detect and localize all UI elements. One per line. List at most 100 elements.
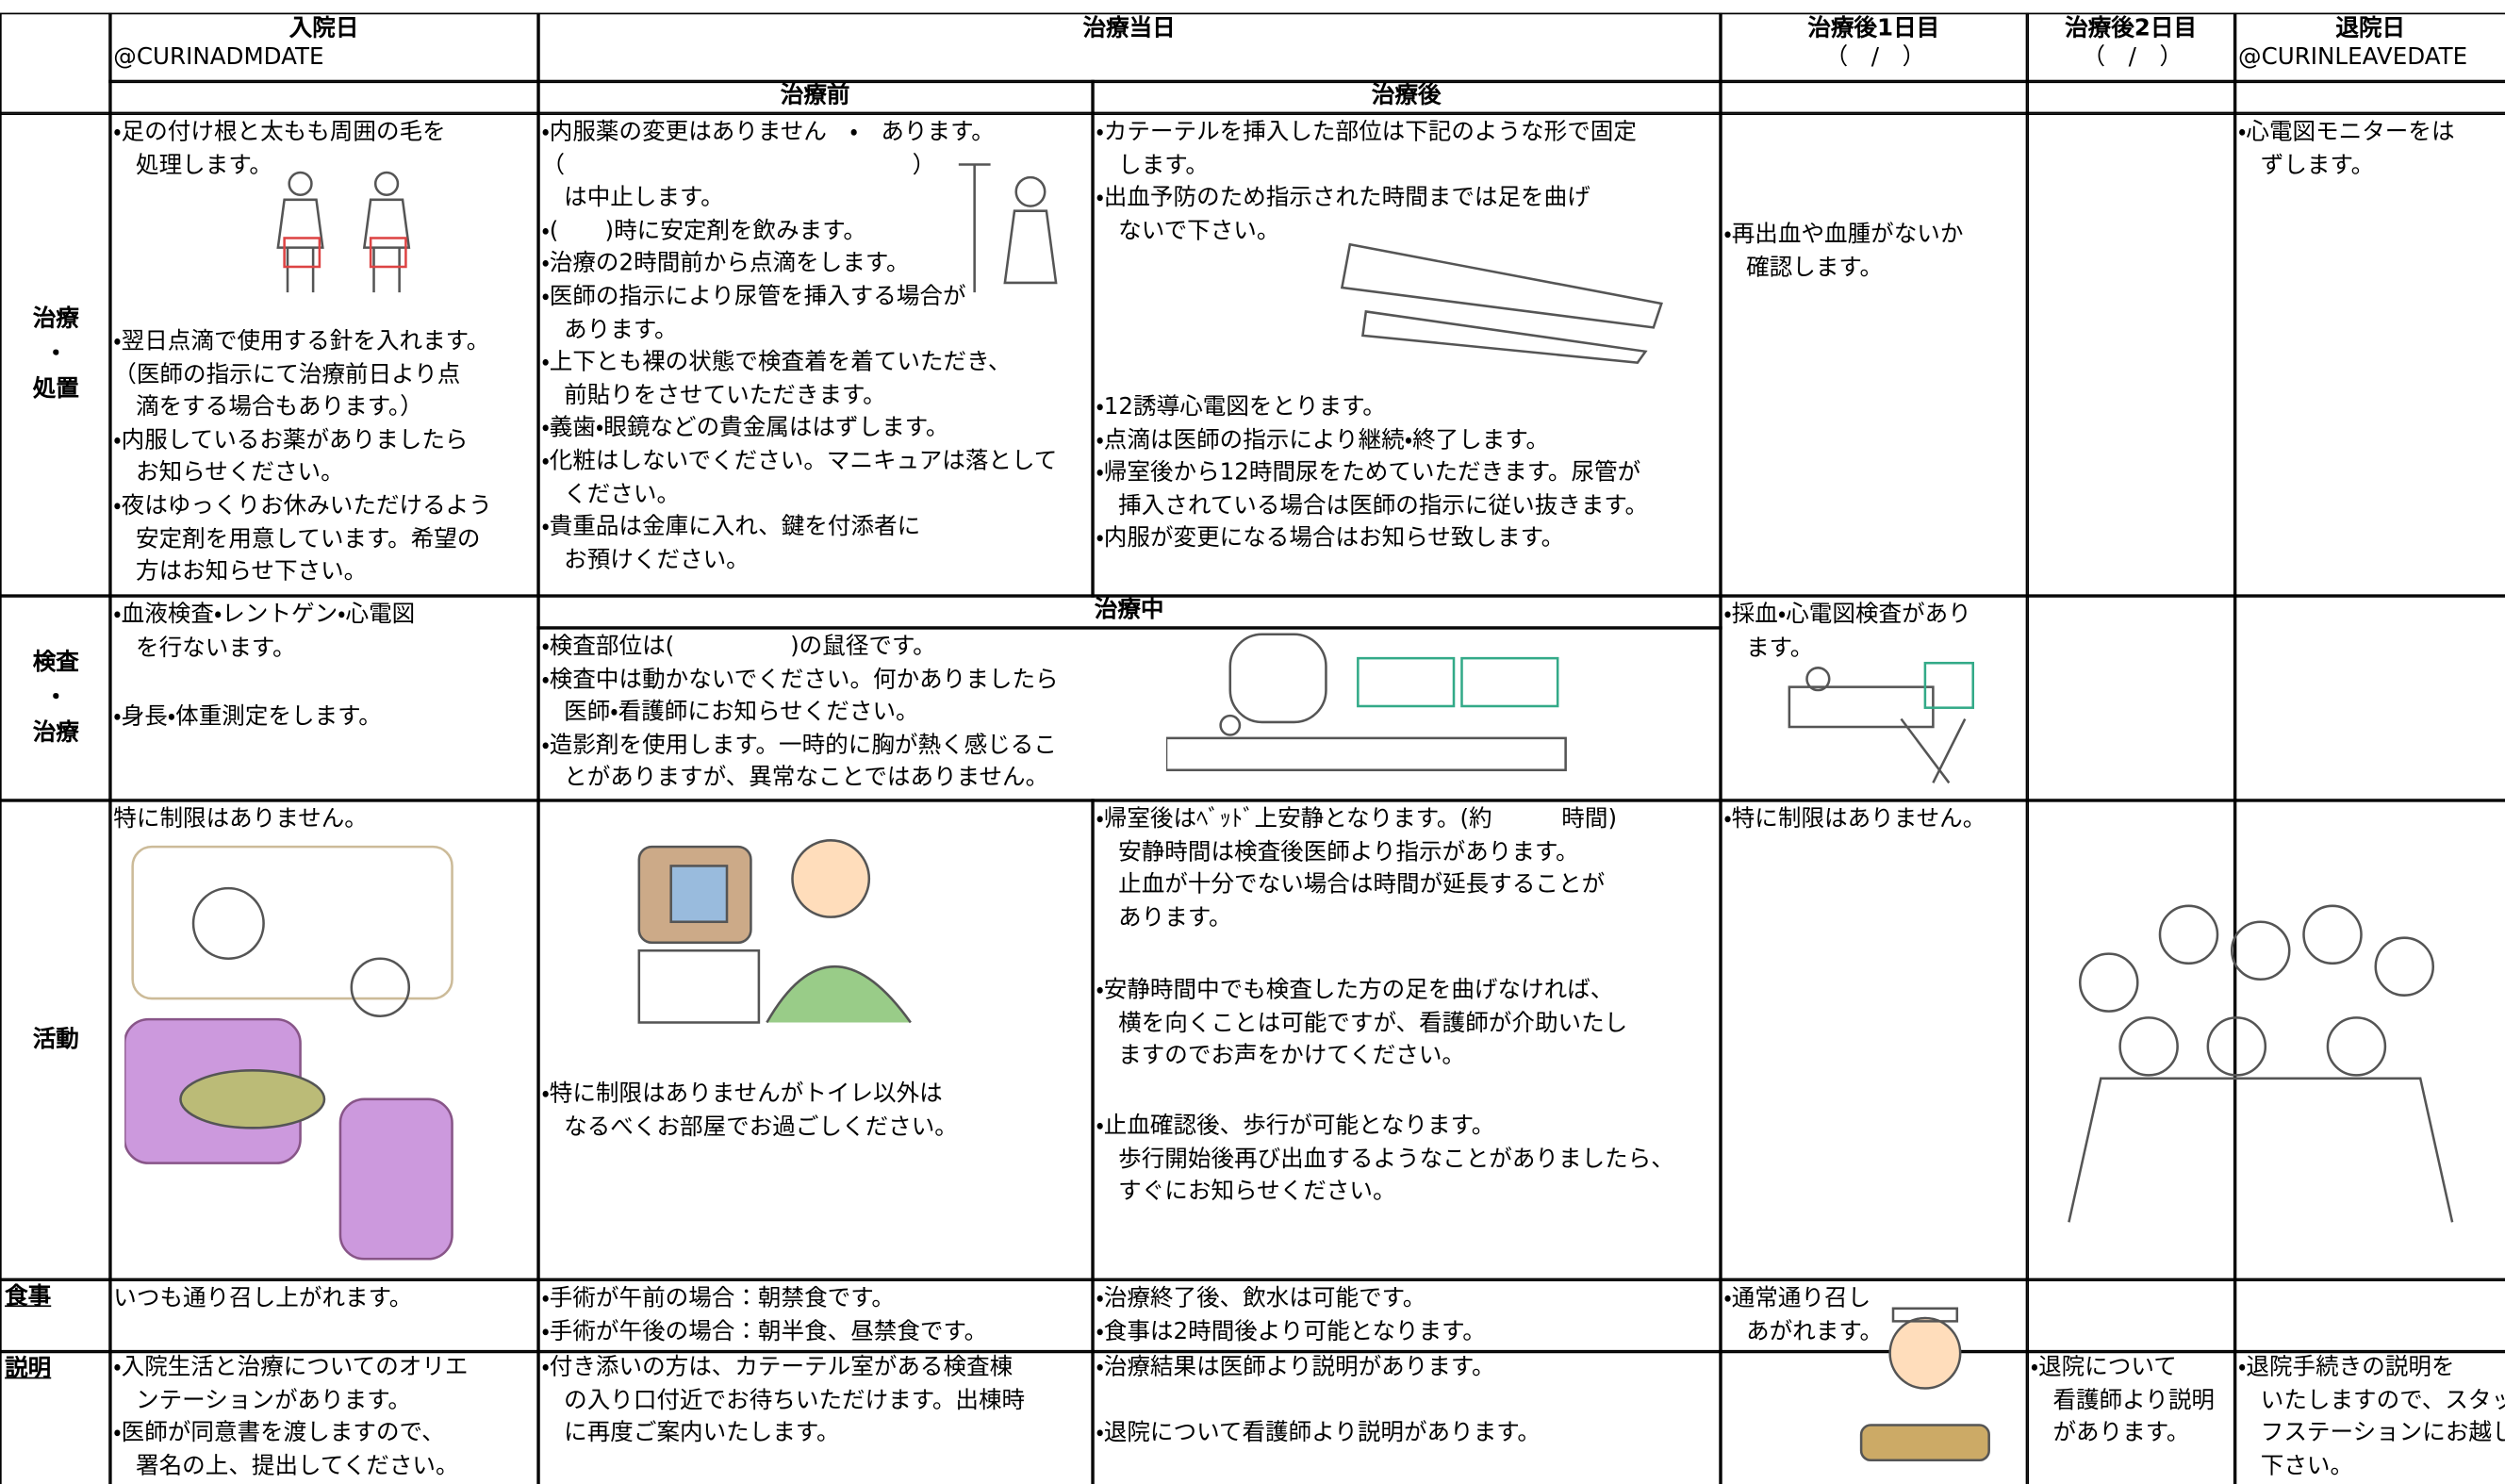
- text-line: なるべくお部屋でお過ごしください。: [564, 1114, 958, 1141]
- text-line: 処理します。: [136, 152, 273, 179]
- row-label-line: 食事: [5, 1284, 52, 1311]
- content-cell: ・治療結果は医師より説明があります。・退院について看護師より説明があります。: [1091, 1349, 1722, 1484]
- paragraph: ・12誘導心電図をとります。 ・点滴は医師の指示により継続・終了します。 ・帰室後か…: [1096, 391, 1648, 555]
- text-line: 特に制限はありません。: [113, 806, 368, 833]
- text-line: ・医師の指示により尿管を挿入する場合が: [541, 284, 966, 310]
- content-cell: ・入院生活と治療についてのオリエ ンテーションがあります。 ・医師が同意書を渡します…: [108, 1349, 539, 1484]
- row-label-line: 検査: [32, 650, 79, 676]
- text-line: 確認します。: [1746, 255, 1884, 281]
- text-line: ・内服薬の変更はありません ・ あります。: [541, 120, 995, 146]
- text-line: ・内服しているお薬がありましたら: [113, 427, 469, 453]
- content-cell: ・採血・心電図検査があり ます。: [1719, 594, 2029, 801]
- header-title: 治療後1日目: [1807, 15, 1940, 42]
- text-line: ・退院手続きの説明を: [2238, 1354, 2455, 1381]
- text-line: フステーションにお越し: [2260, 1420, 2505, 1446]
- tv-patient-illustration: [637, 839, 912, 1024]
- header-cell: 入院日 @CURINADMDATE: [108, 12, 539, 83]
- content-cell: ・再出血や血腫がないか確認します。: [1719, 111, 2029, 597]
- paragraph: ・治療結果は医師より説明があります。: [1096, 1352, 1494, 1385]
- text-line: ・身長・体重測定をします。: [113, 704, 382, 731]
- text-line: ないで下さい。: [1118, 218, 1280, 244]
- text-line: ・貴重品は金庫に入れ、鍵を付添者に: [541, 514, 921, 540]
- header-title: 退院日: [2335, 15, 2406, 42]
- text-line: があります。: [2052, 1420, 2190, 1446]
- paragraph: ・止血確認後、歩行が可能となります。歩行開始後再び出血するようなことがありました…: [1096, 1111, 1673, 1210]
- text-line: ・再出血や血腫がないか: [1723, 222, 1964, 248]
- row-label-line: 処置: [32, 376, 79, 404]
- corner-cell: [0, 12, 111, 115]
- row-label-line: ・: [44, 341, 68, 368]
- text-line: ・通常通り召し: [1723, 1286, 1871, 1312]
- text-line: ・特に制限はありませんがトイレ以外は: [541, 1081, 943, 1108]
- paragraph: ・退院手続きの説明を いたしますので、スタッ フステーションにお越し 下さい。: [2238, 1352, 2505, 1484]
- row-label-line: ・: [44, 684, 68, 712]
- text-line: ・検査中は動かないでください。何かありましたら: [541, 667, 1059, 693]
- header-cell: [2233, 79, 2505, 115]
- text-line: いつも通り召し上がれます。: [113, 1286, 413, 1312]
- text-line: ・安静時間中でも検査した方の足を曲げなければ、: [1096, 978, 1614, 1004]
- text-line: ・夜はゆっくりお休みいただけるよう: [113, 493, 492, 519]
- text-line: 挿入されている場合は医師の指示に従い抜きます。: [1118, 493, 1649, 519]
- row-label: 説明: [2, 1352, 109, 1387]
- paragraph: ・通常通り召し あがれます。: [1723, 1283, 1883, 1349]
- text-line: お預けください。: [564, 547, 750, 573]
- text-line: 前貼りをさせていただきます。: [564, 383, 886, 409]
- content-cell: [2233, 799, 2505, 1281]
- paragraph: ・心電図モニターをは ずします。: [2238, 117, 2455, 183]
- paragraph: ・付き添いの方は、カテーテル室がある検査棟 の入り口付近でお待ちいただけます。出棟…: [541, 1352, 1025, 1451]
- content-cell: ・特に制限はありませんがトイレ以外はなるべくお部屋でお過ごしください。: [536, 799, 1094, 1281]
- text-line: を行ないます。: [136, 635, 296, 661]
- text-line: ・( )時に安定剤を飲みます。: [541, 218, 866, 244]
- text-line: 看護師より説明: [2052, 1387, 2215, 1413]
- header-cell: 治療後2日目（ / ）: [2025, 12, 2236, 83]
- row-label: 活動: [2, 1022, 109, 1057]
- content-cell: ・通常通り召し あがれます。: [1719, 1278, 2029, 1353]
- row-label-cell: 説明: [0, 1349, 111, 1484]
- header-cell: [1719, 79, 2029, 115]
- text-line: ・入院生活と治療についてのオリエ: [113, 1354, 469, 1381]
- content-cell: ・検査部位は( )の鼠径です。・検査中は動かないでください。何かありましたら医師…: [536, 626, 1722, 801]
- text-line: します。: [1118, 152, 1210, 179]
- text-line: ・止血確認後、歩行が可能となります。: [1096, 1113, 1495, 1140]
- content-cell: [2025, 799, 2236, 1281]
- text-line: とがありますが、異常なことではありません。: [564, 766, 1049, 792]
- text-line: ・退院について看護師より説明があります。: [1096, 1420, 1541, 1446]
- header-title: 入院日: [288, 15, 359, 42]
- text-line: ・検査部位は( )の鼠径です。: [541, 634, 936, 660]
- text-line: ・カテーテルを挿入した部位は下記のような形で固定: [1096, 120, 1637, 146]
- paragraph: ・帰室後はﾍﾞｯﾄﾞ上安静となります。(約 時間) 安静時間は検査後医師より指示が…: [1096, 803, 1617, 935]
- paragraph: ・足の付け根と太もも周囲の毛を 処理します。: [113, 117, 445, 183]
- text-line: 安定剤を用意しています。希望の: [136, 526, 481, 552]
- text-line: 署名の上、提出してください。: [136, 1453, 459, 1479]
- content-cell: ・足の付け根と太もも周囲の毛を 処理します。 ・翌日点滴で使用する針を入れます。 （医…: [108, 111, 539, 597]
- header-title: 治療後2日目: [2065, 15, 2198, 42]
- content-cell: ・治療終了後、飲水は可能です。 ・食事は2時間後より可能となります。: [1091, 1278, 1722, 1353]
- content-cell: [2025, 111, 2236, 597]
- paragraph: ・退院について看護師より説明があります。: [2031, 1352, 2215, 1451]
- text-line: 止血が十分でない場合は時間が延長することが: [1118, 872, 1606, 899]
- text-line: ・翌日点滴で使用する針を入れます。: [113, 329, 490, 355]
- row-label-line: 治療: [32, 306, 79, 333]
- content-cell: 特に制限はありません。: [108, 799, 539, 1281]
- content-cell: ・内服薬の変更はありません ・ あります。 （ ） は中止します。 ・( )時に安定剤…: [536, 111, 1094, 597]
- text-line: ・手術が午前の場合：朝禁食です。: [541, 1286, 895, 1312]
- text-line: 歩行開始後再び出血するようなことがありましたら、: [1118, 1146, 1674, 1173]
- paragraph: ・手術が午前の場合：朝禁食です。 ・手術が午後の場合：朝半食、昼禁食です。: [541, 1283, 987, 1349]
- content-cell: [2233, 594, 2505, 801]
- text-line: ・特に制限はありません。: [1723, 806, 1986, 833]
- header-cell: [2025, 79, 2236, 115]
- paragraph: ・入院生活と治療についてのオリエ ンテーションがあります。 ・医師が同意書を渡します…: [113, 1352, 468, 1484]
- header-cell: [108, 79, 539, 115]
- row-label-cell: 活動: [0, 799, 111, 1281]
- row-label-cell: 治療・処置: [0, 111, 111, 597]
- text-line: ください。: [564, 481, 681, 508]
- text-line: お知らせください。: [136, 460, 344, 486]
- content-cell: [2025, 594, 2236, 801]
- body-illustration: [276, 171, 411, 293]
- text-line: 医師・看護師にお知らせください。: [564, 700, 919, 726]
- text-line: ・造影剤を使用します。一時的に胸が熱く感じるこ: [541, 733, 1057, 759]
- content-cell: [1719, 1349, 2029, 1484]
- header-cell: 治療後: [1091, 79, 1722, 115]
- text-line: 方はお知らせ下さい。: [136, 559, 368, 585]
- paragraph: ・安静時間中でも検査した方の足を曲げなければ、 横を向くことは可能ですが、看護師が…: [1096, 975, 1627, 1074]
